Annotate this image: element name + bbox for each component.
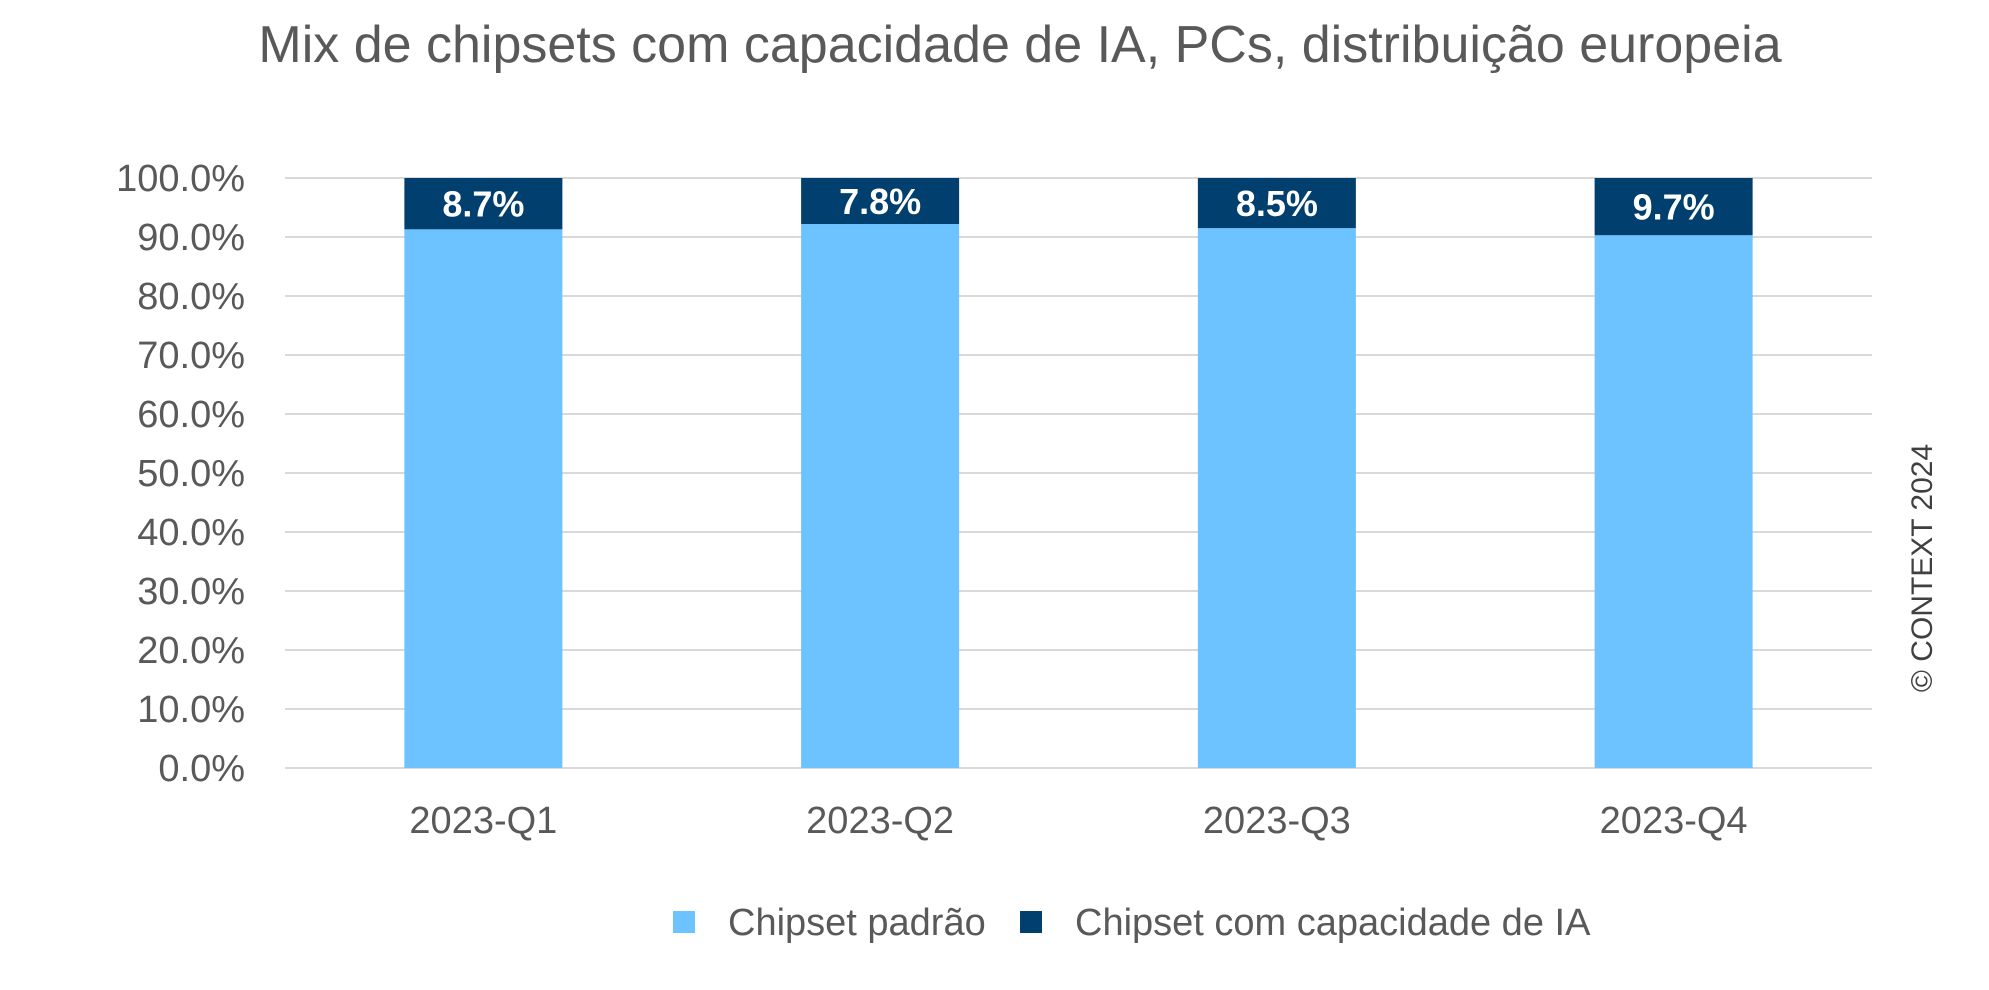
legend-item-standard: Chipset padrão <box>673 902 986 944</box>
y-tick-label: 0.0% <box>158 748 245 790</box>
y-tick-label: 100.0% <box>116 158 245 200</box>
y-tick-label: 50.0% <box>137 453 245 495</box>
x-category-label: 2023-Q4 <box>1600 800 1748 842</box>
chart-title: Mix de chipsets com capacidade de IA, PC… <box>258 16 1781 74</box>
y-tick-label: 90.0% <box>137 217 245 259</box>
legend-swatch <box>1020 911 1042 933</box>
bar-standard-chipset <box>1595 235 1753 768</box>
y-tick-label: 40.0% <box>137 512 245 554</box>
bar-standard-chipset <box>801 224 959 768</box>
y-axis-ticks: 0.0% 10.0% 20.0% 30.0% 40.0% 50.0% 60.0% 70.0% 8… <box>116 158 245 790</box>
x-category-label: 2023-Q1 <box>409 800 557 842</box>
y-tick-label: 20.0% <box>137 630 245 672</box>
chart-container: Mix de chipsets com capacidade de IA, PC… <box>0 0 1989 990</box>
legend-item-ai: Chipset com capacidade de IA <box>1020 902 1591 944</box>
data-labels: 8.7% 7.8% 8.5% 9.7% <box>442 181 1714 228</box>
x-category-label: 2023-Q2 <box>806 800 954 842</box>
stacked-bar-chart: Mix de chipsets com capacidade de IA, PC… <box>0 0 1989 990</box>
bar-standard-chipset <box>404 229 562 768</box>
y-tick-label: 70.0% <box>137 335 245 377</box>
legend-label: Chipset padrão <box>728 902 986 944</box>
y-tick-label: 80.0% <box>137 276 245 318</box>
y-tick-label: 30.0% <box>137 571 245 613</box>
legend-swatch <box>673 911 695 933</box>
data-label: 8.5% <box>1236 183 1318 224</box>
bar-standard-chipset <box>1198 228 1356 768</box>
data-label: 7.8% <box>839 181 921 222</box>
data-label: 9.7% <box>1633 187 1715 228</box>
copyright-notice: © CONTEXT 2024 <box>1906 444 1939 692</box>
x-axis-categories: 2023-Q1 2023-Q2 2023-Q3 2023-Q4 <box>409 800 1747 842</box>
legend: Chipset padrão Chipset com capacidade de … <box>673 902 1591 944</box>
x-category-label: 2023-Q3 <box>1203 800 1351 842</box>
legend-label: Chipset com capacidade de IA <box>1075 902 1591 944</box>
y-tick-label: 60.0% <box>137 394 245 436</box>
data-label: 8.7% <box>442 184 524 225</box>
y-tick-label: 10.0% <box>137 689 245 731</box>
